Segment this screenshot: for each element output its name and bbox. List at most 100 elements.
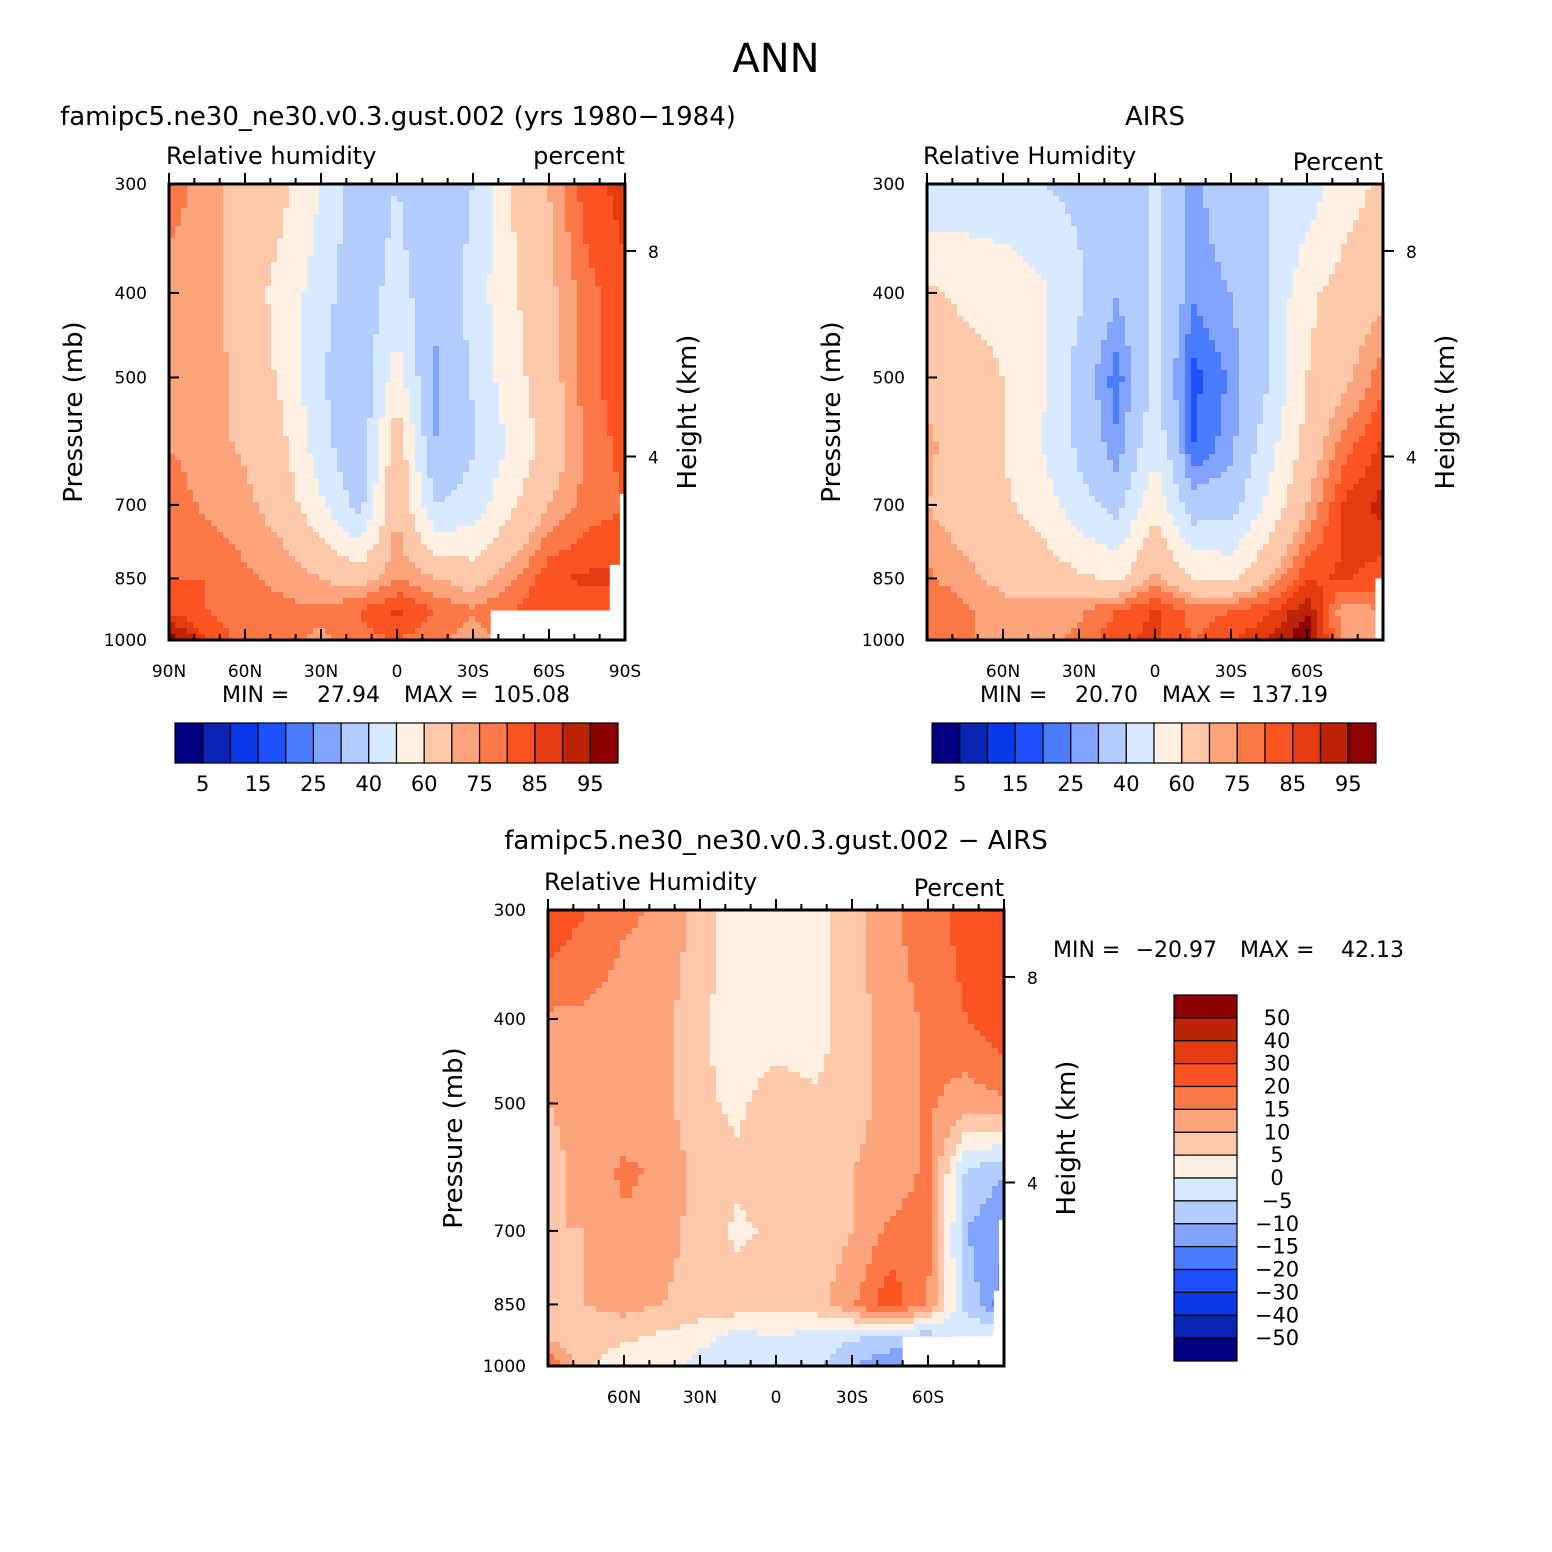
colorbar-label: 10 — [1264, 1120, 1291, 1144]
field-0 — [169, 184, 626, 641]
panel-airs: AIRS Relative Humidity Percent 60N 30N 0 30… — [817, 102, 1461, 796]
panel-airs-left-label: Relative Humidity — [923, 142, 1136, 170]
y2-axis-2: 84 — [1004, 969, 1038, 1194]
x-tick-label: 30S — [457, 662, 489, 682]
y-tick-label: 400 — [115, 284, 147, 304]
missing-data-0 — [490, 493, 625, 640]
colorbar-label: 25 — [300, 772, 327, 796]
x-tick-label: 0 — [392, 662, 403, 682]
colorbar-swatch — [1319, 722, 1349, 764]
panel-model-max-label: MAX = — [404, 683, 479, 708]
colorbar-swatch — [229, 722, 259, 764]
x-tick-label: 90N — [152, 662, 186, 682]
panel-airs-title: AIRS — [1125, 102, 1185, 132]
colorbar-swatch — [1292, 722, 1322, 764]
colorbar-label: −50 — [1255, 1326, 1299, 1350]
y2-tick-label: 4 — [1406, 448, 1417, 468]
y-axis-0: 300 400 500 700 850 1000 — [104, 175, 179, 651]
y-tick-label: 1000 — [104, 631, 147, 651]
colorbar-swatch — [986, 722, 1016, 764]
panel-model-max-value: 105.08 — [493, 683, 570, 708]
panel-model-min-label: MIN = — [222, 683, 289, 708]
colorbar-swatch — [1236, 722, 1266, 764]
colorbar-swatch — [1173, 1154, 1238, 1179]
panel-model-ylabel: Pressure (mb) — [59, 321, 89, 502]
x-axis-2: 60N 30N 0 30S 60S — [547, 899, 1005, 1408]
x-tick-label: 60N — [228, 662, 262, 682]
colorbar-swatch — [1173, 1291, 1238, 1316]
colorbar-swatch — [1125, 722, 1155, 764]
panel-model-right-label: percent — [533, 142, 625, 170]
y2-axis-1: 84 — [1383, 243, 1417, 468]
colorbar-swatch — [174, 722, 204, 764]
colorbar-label: 85 — [1279, 772, 1306, 796]
colorbar-label: 40 — [355, 772, 382, 796]
colorbar-swatch — [1173, 1108, 1238, 1133]
y-tick-label: 850 — [494, 1295, 526, 1315]
colorbar-label: 75 — [466, 772, 493, 796]
colorbar-swatch — [312, 722, 342, 764]
x-tick-label: 30S — [836, 1388, 868, 1408]
y2-tick-label: 8 — [648, 243, 659, 263]
colorbar-label: 5 — [196, 772, 209, 796]
colorbar-swatch — [1208, 722, 1238, 764]
y2-tick-label: 8 — [1027, 969, 1038, 989]
colorbar-swatch — [1181, 722, 1211, 764]
y-tick-label: 300 — [873, 175, 905, 195]
panel-airs-colorbar: 5 15 25 40 60 75 85 95 — [931, 722, 1377, 796]
colorbar-swatch — [1173, 1017, 1238, 1042]
colorbar-swatch — [1173, 1246, 1238, 1271]
y-tick-label: 850 — [873, 569, 905, 589]
colorbar-label: 40 — [1113, 772, 1140, 796]
y-tick-label: 500 — [873, 368, 905, 388]
colorbar-swatch — [368, 722, 398, 764]
colorbar-swatch — [1173, 1040, 1238, 1065]
y2-tick-label: 4 — [1027, 1174, 1038, 1194]
colorbar-swatch — [285, 722, 315, 764]
y2-tick-label: 4 — [648, 448, 659, 468]
panel-diff-max-value: 42.13 — [1341, 938, 1404, 963]
field-1 — [927, 184, 1384, 641]
colorbar-label: −30 — [1255, 1280, 1299, 1304]
colorbar-swatch — [478, 722, 508, 764]
colorbar-swatch — [257, 722, 287, 764]
panel-model-colorbar: 5 15 25 40 60 75 85 95 — [174, 722, 619, 796]
colorbar-label: 95 — [1335, 772, 1362, 796]
y-tick-label: 400 — [873, 284, 905, 304]
colorbar-label: 25 — [1057, 772, 1084, 796]
panel-diff-left-label: Relative Humidity — [544, 868, 757, 896]
colorbar-swatch — [506, 722, 536, 764]
colorbar-swatch — [562, 722, 591, 764]
colorbar-swatch — [423, 722, 453, 764]
colorbar-label: 5 — [953, 772, 966, 796]
colorbar-swatch — [1173, 1131, 1238, 1156]
colorbar-swatch — [1173, 1223, 1238, 1248]
page-title: ANN — [732, 36, 819, 82]
panel-airs-max-value: 137.19 — [1251, 683, 1328, 708]
panel-diff-min-value: −20.97 — [1136, 938, 1217, 963]
colorbar-label: 40 — [1264, 1029, 1291, 1053]
colorbar-swatch — [1173, 1177, 1238, 1202]
colorbar-swatch — [1173, 1314, 1238, 1339]
panel-airs-min-label: MIN = — [980, 683, 1047, 708]
colorbar-label: 95 — [577, 772, 604, 796]
colorbar-swatch — [1173, 1085, 1238, 1110]
panel-model-min-value: 27.94 — [317, 683, 380, 708]
y-tick-label: 500 — [115, 368, 147, 388]
colorbar-label: 30 — [1264, 1052, 1291, 1076]
y2-axis-0: 84 — [625, 243, 659, 468]
colorbar-swatch — [1173, 1337, 1238, 1362]
x-tick-label: 60N — [607, 1388, 641, 1408]
y-axis-2: 300 400 500 700 850 1000 — [483, 901, 558, 1377]
y-tick-label: 700 — [494, 1222, 526, 1242]
x-tick-label: 60S — [533, 662, 565, 682]
colorbar-label: 15 — [245, 772, 272, 796]
y-tick-label: 850 — [115, 569, 147, 589]
missing-data-2 — [902, 1219, 1004, 1366]
x-axis-0: 90N 60N 30N 0 30S 60S 90S — [152, 173, 641, 682]
colorbar-swatch — [451, 722, 481, 764]
